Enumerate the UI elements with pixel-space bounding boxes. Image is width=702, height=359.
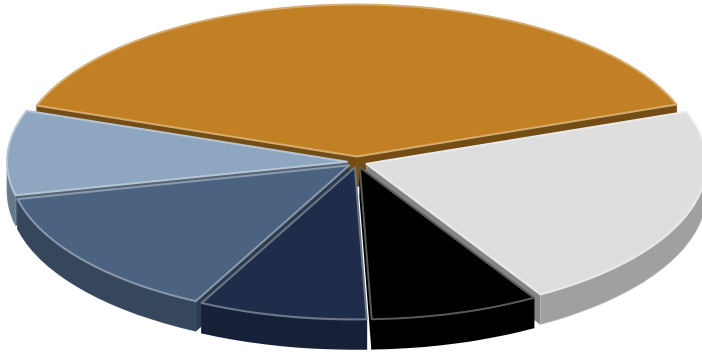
pie-slice-4 xyxy=(200,166,368,321)
pie-slice-5 xyxy=(358,166,535,321)
pie-slice-3 xyxy=(16,164,351,303)
pie-slice-2 xyxy=(6,109,348,197)
pie-slices xyxy=(6,3,702,321)
pie-slice-1 xyxy=(35,3,678,158)
pie-slice-6 xyxy=(365,110,702,296)
